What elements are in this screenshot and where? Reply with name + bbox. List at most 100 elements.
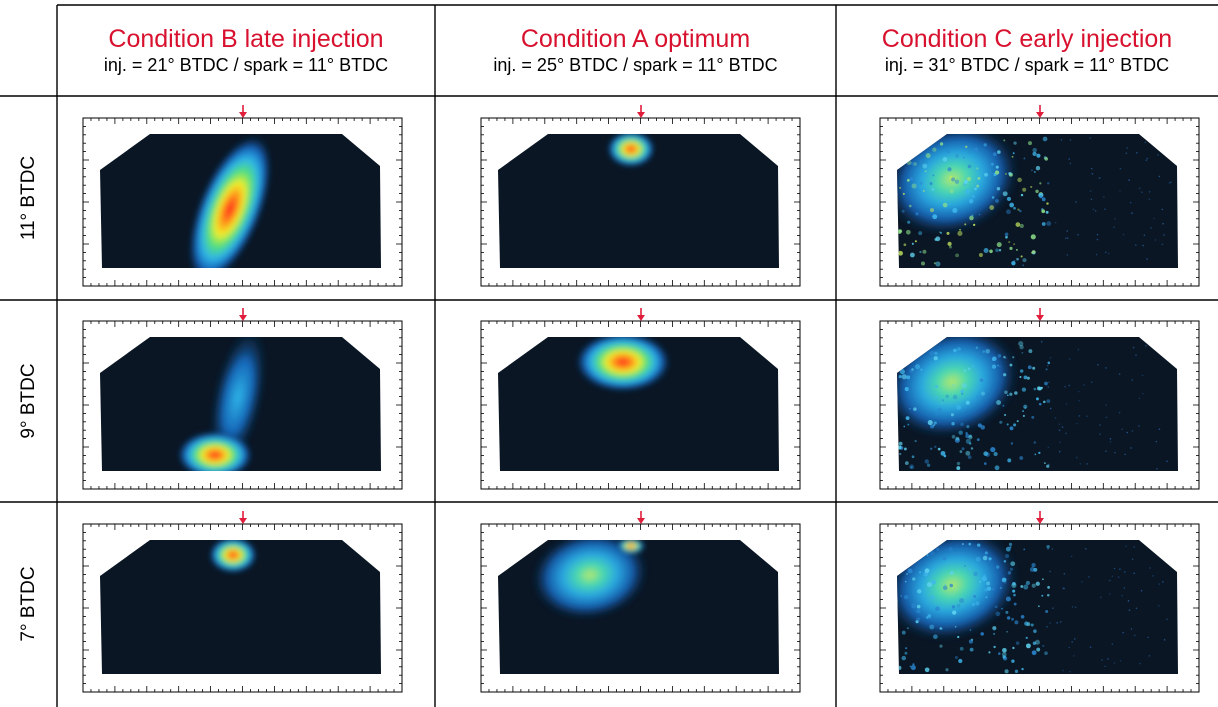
speckle bbox=[1131, 430, 1134, 432]
speckle bbox=[1158, 428, 1161, 430]
image-frame bbox=[879, 511, 1200, 693]
speckle bbox=[992, 152, 997, 157]
speckle bbox=[1066, 230, 1069, 232]
speckle bbox=[1046, 464, 1050, 468]
speckle bbox=[1117, 576, 1120, 578]
speckle bbox=[907, 568, 913, 574]
speckle bbox=[1047, 182, 1050, 185]
speckle bbox=[1036, 386, 1041, 391]
speckle bbox=[1008, 241, 1011, 244]
speckle bbox=[1046, 364, 1049, 367]
speckle bbox=[950, 177, 956, 182]
speckle bbox=[1104, 208, 1106, 211]
speckle bbox=[1084, 548, 1087, 550]
speckle bbox=[960, 389, 965, 394]
speckle bbox=[920, 261, 926, 266]
speckle bbox=[959, 598, 965, 604]
speckle bbox=[1136, 151, 1138, 154]
speckle bbox=[1105, 416, 1108, 419]
speckle bbox=[979, 378, 984, 383]
speckle bbox=[972, 365, 975, 368]
speckle bbox=[957, 635, 960, 639]
speckle bbox=[1065, 403, 1068, 405]
speckle bbox=[976, 184, 980, 188]
speckle bbox=[1071, 606, 1074, 608]
speckle bbox=[995, 611, 1001, 617]
speckle bbox=[1047, 585, 1050, 589]
speckle bbox=[1125, 545, 1127, 547]
speckle bbox=[1047, 593, 1050, 597]
speckle bbox=[1169, 181, 1172, 184]
speckle bbox=[1119, 190, 1121, 192]
speckle bbox=[1133, 546, 1136, 548]
speckle bbox=[969, 629, 972, 631]
column-header-condition-a: Condition A optimum inj. = 25° BTDC / sp… bbox=[435, 25, 836, 76]
speckle bbox=[919, 250, 922, 254]
speckle bbox=[1019, 223, 1024, 229]
speckle bbox=[999, 420, 1003, 424]
speckle bbox=[924, 568, 930, 573]
speckle bbox=[1045, 210, 1049, 214]
intensity-region bbox=[209, 540, 257, 573]
speckle bbox=[901, 209, 905, 213]
speckle bbox=[963, 179, 969, 184]
speckle bbox=[1007, 458, 1012, 463]
speckle bbox=[965, 450, 971, 456]
speckle bbox=[1166, 460, 1168, 463]
speckle bbox=[999, 586, 1002, 590]
speckle bbox=[1063, 572, 1066, 575]
speckle bbox=[1013, 423, 1017, 427]
speckle bbox=[1005, 596, 1011, 602]
speckle bbox=[903, 447, 907, 451]
speckle bbox=[1013, 593, 1016, 597]
speckle bbox=[1009, 546, 1012, 549]
speckle bbox=[909, 464, 915, 470]
speckle bbox=[1020, 255, 1023, 258]
speckle bbox=[962, 156, 965, 159]
speckle bbox=[959, 450, 963, 453]
spark-plug-arrow bbox=[239, 511, 247, 524]
speckle bbox=[1145, 344, 1147, 347]
speckle bbox=[1054, 417, 1057, 419]
combustion-chamber bbox=[100, 540, 381, 674]
speckle bbox=[1148, 190, 1151, 193]
speckle bbox=[951, 434, 956, 439]
speckle bbox=[965, 400, 970, 405]
speckle bbox=[1114, 217, 1116, 220]
axis-ticks bbox=[82, 523, 403, 693]
speckle bbox=[934, 445, 937, 449]
speckle bbox=[1001, 652, 1007, 657]
speckle bbox=[1138, 187, 1141, 190]
image-frame bbox=[82, 511, 403, 693]
speckle bbox=[995, 165, 999, 169]
axis-ticks bbox=[480, 117, 801, 287]
speckle bbox=[1074, 606, 1077, 609]
speckle bbox=[1003, 413, 1007, 417]
column-title: Condition A optimum bbox=[520, 25, 751, 53]
speckle bbox=[1138, 425, 1140, 427]
speckle bbox=[1048, 381, 1050, 384]
speckle bbox=[934, 351, 938, 356]
speckle bbox=[969, 647, 974, 652]
speckle bbox=[1006, 394, 1009, 397]
speckle bbox=[994, 465, 1000, 471]
speckle bbox=[1107, 658, 1109, 660]
speckle bbox=[961, 392, 964, 395]
speckle bbox=[998, 249, 1002, 252]
speckle bbox=[1013, 602, 1017, 606]
speckle bbox=[997, 150, 1001, 154]
speckle bbox=[1131, 558, 1134, 560]
speckle bbox=[991, 162, 994, 166]
speckle bbox=[1031, 563, 1036, 568]
speckle bbox=[1018, 341, 1024, 347]
speckle bbox=[1031, 583, 1036, 588]
speckle bbox=[1146, 258, 1148, 260]
speckle bbox=[984, 172, 988, 177]
speckle bbox=[1088, 576, 1090, 578]
speckle bbox=[1048, 463, 1050, 466]
spark-plug-arrow bbox=[1036, 105, 1044, 118]
speckle bbox=[1068, 384, 1071, 387]
speckle bbox=[956, 603, 961, 608]
intensity-region bbox=[575, 337, 671, 392]
